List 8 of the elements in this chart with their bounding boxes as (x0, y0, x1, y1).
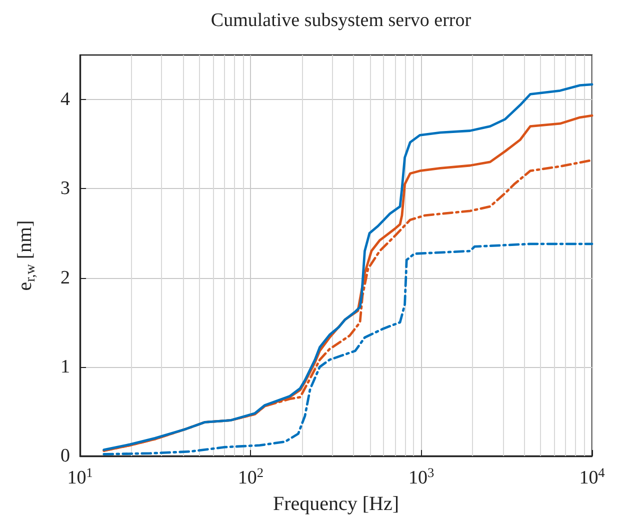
chart-title: Cumulative subsystem servo error (210, 10, 472, 31)
y-tick-label: 3 (60, 178, 70, 200)
y-axis-title: er,w [nm] (14, 220, 38, 291)
y-tick-label: 1 (60, 356, 70, 378)
y-tick-label: 4 (60, 89, 70, 110)
y-tick-label: 2 (60, 267, 70, 288)
x-axis-title: Frequency [Hz] (272, 493, 400, 515)
y-tick-label: 0 (60, 446, 70, 466)
